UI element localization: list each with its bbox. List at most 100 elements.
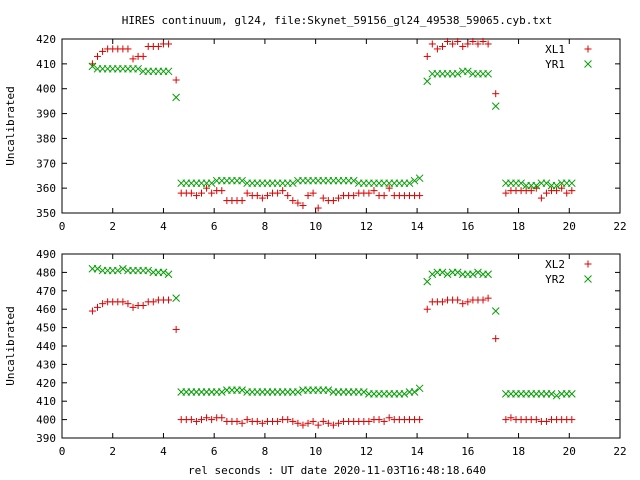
top-YR1-point: [405, 179, 414, 188]
top-XL1-point: [469, 37, 477, 45]
top-plot-panel: 0 2 4 6 8 10 12 14 16 18 20 22 350 360 370 380 390 400 410…: [4, 33, 627, 233]
top-XL1-point: [294, 199, 302, 207]
top-YR1-point: [517, 179, 525, 188]
top-XL1-point: [289, 197, 297, 205]
bottom-XL2-point: [324, 419, 332, 427]
bottom-x-tick-label: 8: [262, 445, 269, 458]
bottom-XL2-point: [274, 417, 282, 425]
bottom-XL2-point: [289, 417, 297, 425]
top-XL1-point: [129, 55, 137, 63]
bottom-YR2-point: [113, 266, 122, 275]
bottom-legend-marker-XL2: [584, 260, 592, 268]
bottom-XL2-point: [304, 419, 312, 427]
top-XL1-point: [198, 189, 205, 197]
top-XL1-point: [459, 42, 467, 50]
bottom-XL2-point: [88, 307, 96, 315]
top-XL1-point: [329, 197, 337, 205]
bottom-plot-frame: [61, 253, 621, 439]
top-x-tick-label: 20: [563, 220, 576, 233]
top-x-tick-label: 0: [59, 220, 66, 233]
top-XL1-point: [438, 42, 446, 50]
bottom-y-tick-label: 400: [36, 414, 56, 427]
bottom-YR2-point: [443, 270, 452, 279]
bottom-XL2-point: [454, 296, 462, 304]
top-legend-label-XL1: XL1: [545, 43, 565, 56]
bottom-YR2-point: [428, 270, 437, 279]
top-plot-frame: [61, 38, 621, 214]
top-XL1-point: [416, 192, 424, 200]
bottom-XL2-point: [99, 300, 107, 308]
bottom-YR2-point: [217, 388, 226, 396]
bottom-XL2-point: [309, 417, 317, 425]
bottom-XL2-point: [459, 300, 467, 308]
top-XL1-point: [304, 192, 312, 200]
bottom-XL2-point: [484, 294, 492, 302]
top-YR1-point: [567, 179, 576, 188]
top-x-tick-label: 8: [262, 220, 269, 233]
bottom-YR2-point: [410, 388, 419, 396]
bottom-YR2-point: [93, 264, 102, 273]
bottom-XL2-point: [129, 303, 137, 311]
top-YR1-point: [410, 176, 419, 185]
bottom-x-tick-label: 2: [109, 445, 116, 458]
bottom-YR2-point: [324, 386, 333, 395]
top-YR1-point: [238, 176, 246, 185]
bottom-XL2-point: [94, 303, 102, 311]
top-x-tick-label: 12: [360, 220, 373, 233]
top-legend-marker-XL1: [584, 45, 592, 53]
top-y-tick-label: 420: [36, 33, 56, 46]
bottom-XL2-point: [532, 416, 540, 424]
top-XL1-point: [187, 189, 195, 197]
top-XL1-point: [218, 187, 226, 195]
bottom-XL2-point: [238, 419, 246, 427]
bottom-legend-marker-YR2: [584, 275, 592, 283]
top-YR1-point: [172, 93, 180, 102]
bottom-XL2-point: [502, 416, 510, 424]
bottom-x-tick-label: 10: [309, 445, 322, 458]
top-YR1-point: [463, 67, 472, 76]
top-XL1-point: [274, 189, 282, 197]
bottom-x-tick-label: 14: [410, 445, 424, 458]
bottom-YR2-point: [144, 266, 153, 275]
bottom-XL2-point: [294, 419, 302, 427]
bottom-XL2-point: [119, 298, 127, 306]
top-x-tick-label: 16: [461, 220, 474, 233]
bottom-XL2-point: [258, 419, 266, 427]
top-legend-marker-YR1: [584, 60, 592, 68]
top-XL1-point: [542, 189, 550, 197]
bottom-YR2-point: [484, 270, 492, 279]
bottom-x-tick-label: 6: [211, 445, 218, 458]
top-y-tick-label: 410: [36, 58, 56, 71]
top-y-tick-label: 390: [36, 108, 56, 121]
bottom-XL2-point: [334, 419, 342, 427]
bottom-YR2-point: [453, 268, 462, 277]
top-XL1-point: [165, 40, 173, 48]
bottom-XL2-point: [375, 416, 383, 424]
top-YR1-point: [423, 77, 432, 86]
top-XL1-point: [279, 187, 287, 195]
top-XL1-point: [314, 204, 322, 212]
top-x-tick-label: 14: [410, 220, 424, 233]
bottom-YR2-point: [438, 268, 447, 277]
top-XL1-point: [299, 202, 307, 210]
top-XL1-point: [253, 192, 261, 200]
top-XL1-point: [263, 192, 271, 200]
top-XL1-point: [380, 192, 388, 200]
bottom-YR2-point: [415, 384, 424, 393]
bottom-XL2-point: [416, 416, 424, 424]
bottom-XL2-point: [464, 298, 472, 306]
top-XL1-point: [553, 187, 561, 195]
top-XL1-point: [319, 194, 327, 202]
top-XL1-point: [568, 187, 576, 195]
bottom-YR2-point: [474, 268, 482, 277]
bottom-XL2-point: [492, 335, 500, 343]
top-x-tick-label: 10: [309, 220, 322, 233]
bottom-XL2-point: [192, 417, 200, 425]
top-XL1-point: [203, 184, 211, 192]
bottom-x-tick-label: 16: [461, 445, 474, 458]
bottom-x-tick-label: 18: [512, 445, 525, 458]
top-y-tick-label: 380: [36, 132, 56, 145]
bottom-XL2-point: [233, 417, 241, 425]
top-YR1-point: [491, 102, 500, 110]
top-XL1-point: [258, 194, 266, 202]
